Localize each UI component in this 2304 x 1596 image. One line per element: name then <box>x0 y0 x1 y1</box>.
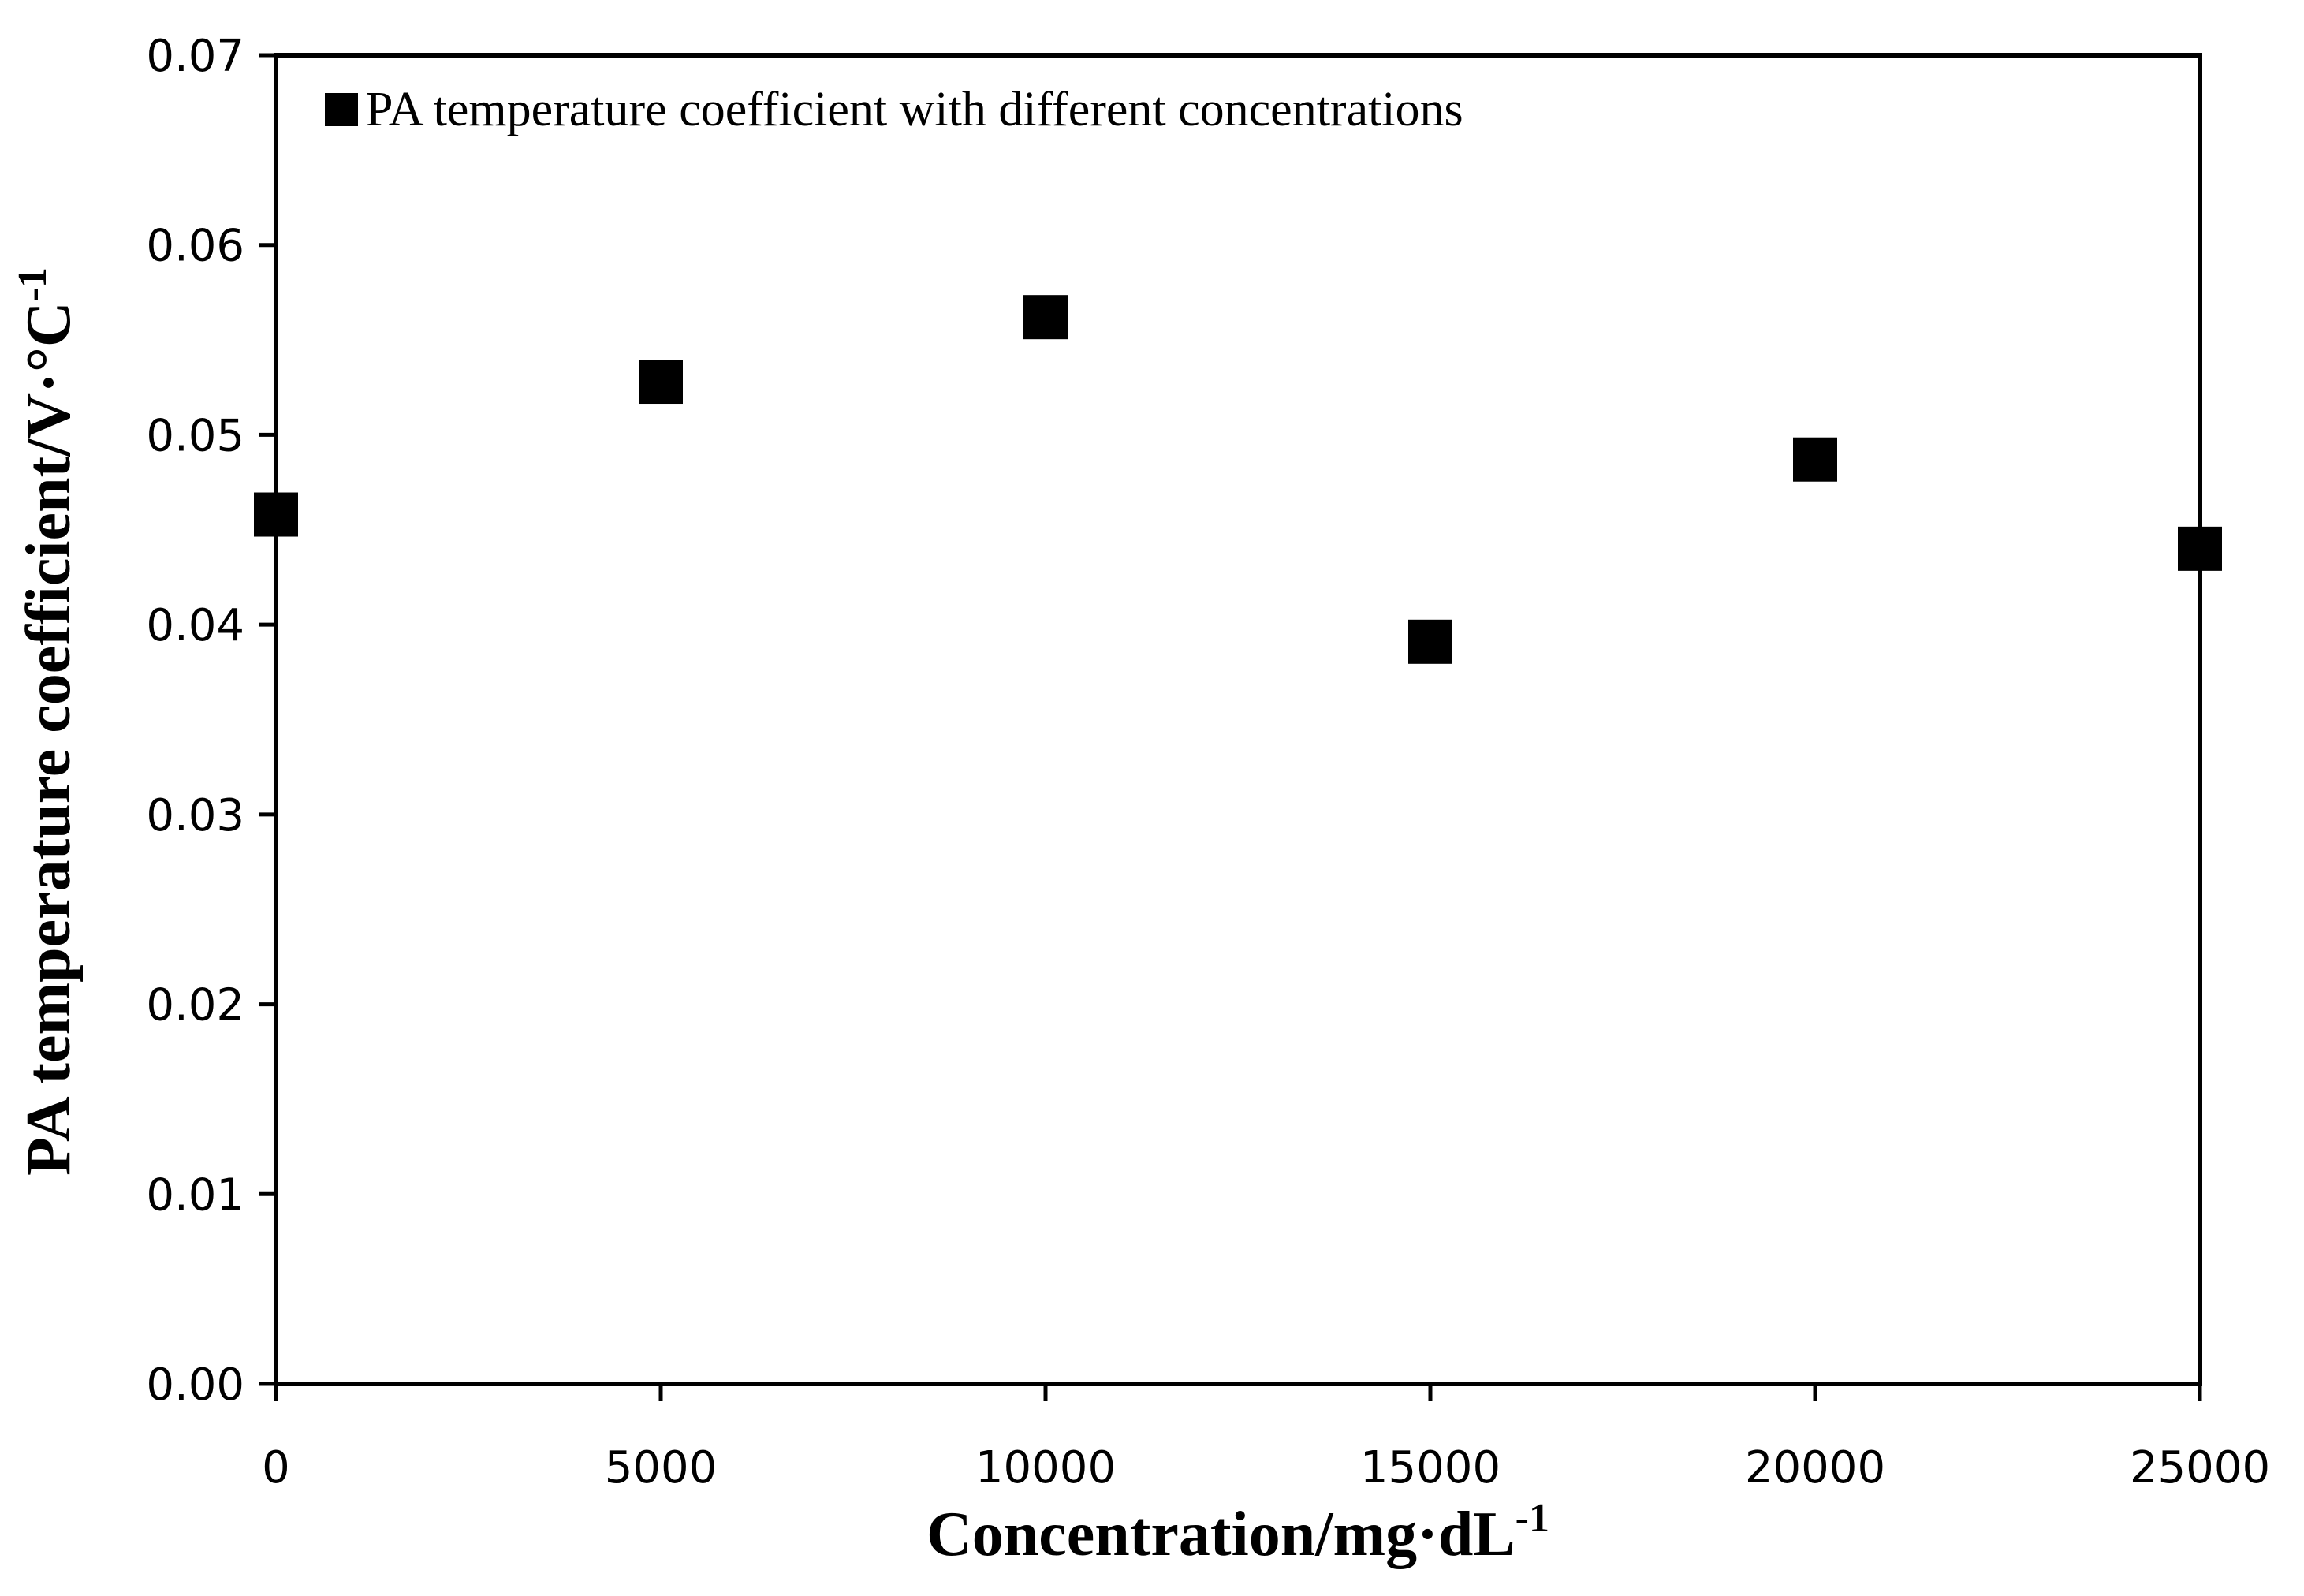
legend: PA temperature coefficient with differen… <box>325 83 1463 136</box>
legend-label: PA temperature coefficient with differen… <box>366 83 1463 136</box>
y-tick-label: 0.01 <box>146 1169 244 1221</box>
y-tick-label: 0.02 <box>146 980 244 1031</box>
data-point <box>1793 437 1837 482</box>
x-tick-label: 5000 <box>605 1442 718 1493</box>
y-tick-label: 0.06 <box>146 221 244 272</box>
x-tick-label: 25000 <box>2130 1442 2270 1493</box>
y-tick-label: 0.00 <box>146 1359 244 1411</box>
x-tick-label: 20000 <box>1745 1442 1885 1493</box>
y-tick-label: 0.07 <box>146 31 244 82</box>
x-tick-label: 15000 <box>1360 1442 1501 1493</box>
data-points <box>254 295 2222 664</box>
legend-marker <box>325 93 358 126</box>
data-point <box>1023 295 1068 340</box>
data-point <box>1408 619 1452 664</box>
data-point <box>639 360 683 405</box>
x-tick-label: 10000 <box>975 1442 1116 1493</box>
data-point <box>254 492 298 537</box>
y-axis-title: PA temperature coefficient/V·°C-1 <box>10 267 84 1176</box>
x-tick-label: 0 <box>262 1442 290 1493</box>
x-axis-ticks: 0 5000 10000 15000 20000 25000 <box>262 1384 2270 1493</box>
data-point <box>2178 526 2222 571</box>
x-axis-title: Concentration/mg·dL-1 <box>926 1496 1549 1569</box>
y-tick-label: 0.03 <box>146 790 244 841</box>
y-tick-label: 0.04 <box>146 600 244 651</box>
y-tick-label: 0.05 <box>146 410 244 461</box>
y-axis-ticks: 0.00 0.01 0.02 0.03 0.04 0.05 0.06 0.07 <box>146 31 276 1411</box>
plot-area-frame <box>274 53 2202 1386</box>
